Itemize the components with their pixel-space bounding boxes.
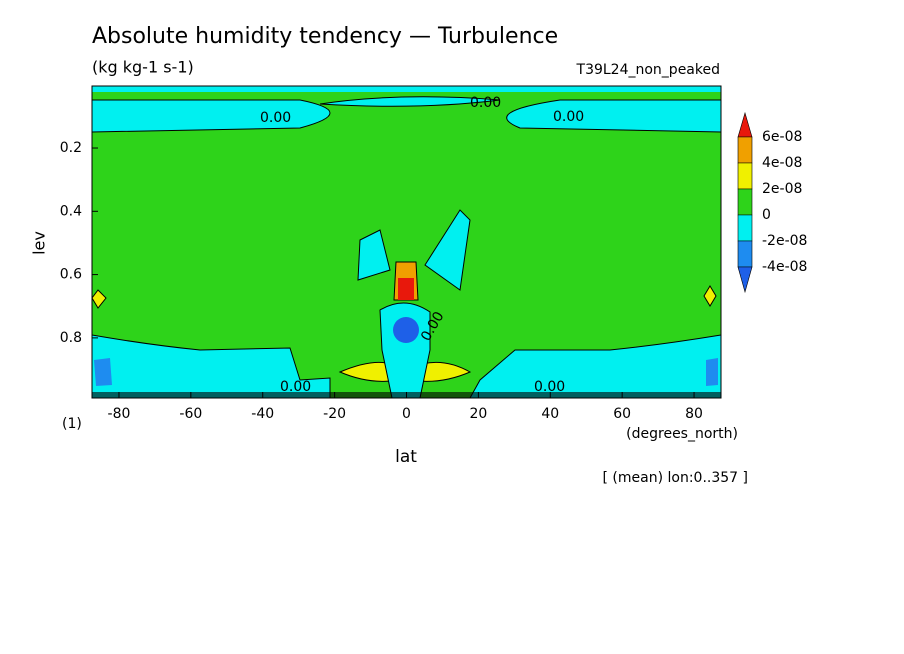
x-tick-label: 60 [613,406,631,422]
x-tick-label: -80 [108,406,131,422]
contour-fill [94,358,112,386]
contour-fill [357,229,391,281]
y-axis-label: lev [30,231,49,255]
contour-label: 0.00 [280,379,311,395]
contour-fill [703,285,717,307]
contour-field [92,86,721,398]
y-tick-label: 0.8 [60,330,82,346]
colorbar-label: 6e-08 [762,129,802,145]
x-tick-label: 40 [541,406,559,422]
x-tick-label: -40 [251,406,274,422]
contour-label: 0.00 [553,109,584,125]
x-tick-label: 80 [685,406,703,422]
contour-fill [92,99,331,133]
contour-fill [424,209,471,291]
contour-label: 0.00 [260,110,291,126]
colorbar-label: -2e-08 [762,233,807,249]
colorbar-segment [737,188,753,216]
colorbar-label: -4e-08 [762,259,807,275]
contour-label: 0.00 [470,95,501,111]
y-tick-label: 0.6 [60,267,82,283]
note: [ (mean) lon:0..357 ] [603,470,748,486]
contour-fill [393,317,419,343]
contour-fill [92,334,331,398]
x-unit: (degrees_north) [626,426,738,442]
x-tick-label: 0 [402,406,411,422]
contour-fill [92,289,107,309]
colorbar-segment [737,240,753,268]
y-tick-label: 0.2 [60,140,82,156]
x-tick-label: -20 [323,406,346,422]
contour-fill [706,358,718,386]
y-tick-label: 0.4 [60,203,82,219]
contour-fill [92,86,721,92]
colorbar-label: 2e-08 [762,181,802,197]
x-axis-label: lat [395,447,417,467]
contour-fill [506,99,721,133]
colorbar-segment [737,136,753,164]
run-label: T39L24_non_peaked [576,62,720,78]
colorbar-segment [737,214,753,242]
colorbar-label: 4e-08 [762,155,802,171]
colorbar-segment [737,111,753,138]
chart-title: Absolute humidity tendency — Turbulence [92,24,558,49]
subtitle: (kg kg-1 s-1) [92,58,194,77]
contour-label: 0.00 [534,379,565,395]
contour-fill [398,278,414,300]
y-unit: (1) [62,416,82,432]
x-tick-label: 20 [469,406,487,422]
colorbar-segment [737,266,753,294]
contour-fill [319,96,501,107]
contour-fill [469,334,721,398]
x-tick-label: -60 [179,406,202,422]
colorbar-label: 0 [762,207,771,223]
colorbar-segment [737,162,753,190]
